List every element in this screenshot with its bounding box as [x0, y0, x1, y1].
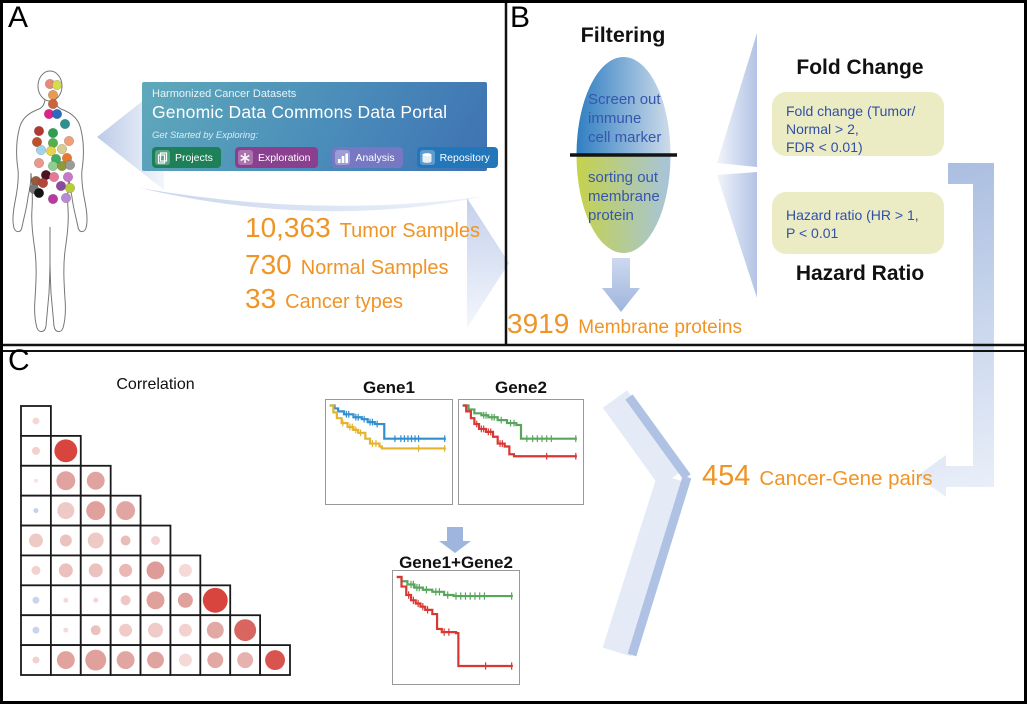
exploration-icon: [237, 150, 253, 165]
panel-dividers: [3, 3, 1024, 352]
panel-a-label: A: [8, 1, 29, 34]
repository-icon: [419, 150, 435, 165]
gene1-survival-plot: [325, 399, 453, 505]
human-body-figure: [12, 70, 88, 332]
swoosh-arrow: [140, 188, 486, 212]
panel-b-label: B: [510, 1, 531, 34]
gene2-survival-plot: [458, 399, 584, 505]
ellipse-bottom-text: sorting out membrane protein: [588, 169, 660, 224]
portal-buttons: Projects Exploration Analysis Repository: [152, 147, 498, 168]
stat-cancer-types: 33 Cancer types: [245, 283, 403, 315]
cancer-type-dots: [28, 78, 76, 205]
analysis-icon: [335, 150, 351, 165]
portal-button-label: Exploration: [257, 151, 311, 164]
gene1-gene2-title: Gene1+Gene2: [399, 553, 513, 572]
stat-normal-samples: 730 Normal Samples: [245, 249, 449, 281]
decor-layer: [3, 3, 1024, 657]
fold-change-criteria-box: Fold change (Tumor/ Normal > 2, FDR < 0.…: [772, 92, 944, 156]
stat-value: 730: [245, 249, 292, 280]
hazard-ratio-heading: Hazard Ratio: [795, 262, 925, 285]
fold-change-heading: Fold Change: [796, 56, 924, 79]
arrow-a-to-b: [467, 198, 509, 328]
stat-value: 33: [245, 283, 277, 314]
hazard-ratio-criteria-box: Hazard ratio (HR > 1, P < 0.01: [772, 192, 944, 254]
stat-label: Tumor Samples: [339, 220, 481, 242]
stat-label: Cancer types: [285, 291, 403, 313]
chevron-to-pairs: [602, 390, 692, 657]
stat-membrane-proteins: 3919 Membrane proteins: [507, 308, 742, 340]
portal-tagline: Get Started by Exploring:: [152, 130, 259, 141]
down-arrow-membrane: [602, 258, 640, 312]
projects-icon: [155, 150, 170, 165]
portal-button-exploration[interactable]: Exploration: [234, 147, 319, 168]
correlation-bubble-matrix: [20, 405, 291, 676]
portal-title: Genomic Data Commons Data Portal: [152, 102, 448, 122]
portal-button-label: Repository: [439, 151, 490, 164]
stat-value: 454: [702, 460, 751, 492]
filtering-title: Filtering: [580, 23, 666, 47]
filter-chevron-top: [717, 33, 757, 167]
ellipse-top-text: Screen out immune cell marker: [588, 91, 662, 146]
stat-value: 3919: [507, 308, 570, 339]
portal-button-label: Projects: [175, 151, 213, 164]
stat-label: Normal Samples: [300, 257, 449, 279]
stat-cancer-gene-pairs: 454 Cancer-Gene pairs: [702, 460, 933, 493]
bent-arrow-to-pairs: [917, 163, 994, 497]
portal-button-projects[interactable]: Projects: [152, 147, 221, 168]
stat-label: Cancer-Gene pairs: [759, 467, 933, 490]
gene2-title: Gene2: [495, 378, 547, 397]
correlation-title: Correlation: [116, 376, 195, 393]
down-arrow-combined: [439, 527, 471, 553]
filter-funnel-ellipse: [570, 56, 677, 253]
filter-chevron-bottom: [717, 172, 757, 298]
portal-button-analysis[interactable]: Analysis: [332, 147, 403, 168]
gene1-title: Gene1: [363, 378, 415, 397]
gdc-portal-card: Harmonized Cancer Datasets Genomic Data …: [142, 82, 498, 171]
stat-tumor-samples: 10,363 Tumor Samples: [245, 212, 480, 244]
panel-c-label: C: [8, 344, 30, 377]
stat-label: Membrane proteins: [578, 317, 742, 338]
portal-button-repository[interactable]: Repository: [416, 147, 498, 168]
stat-value: 10,363: [245, 212, 331, 243]
portal-subtitle: Harmonized Cancer Datasets: [152, 88, 297, 100]
gene1-gene2-survival-plot: [392, 570, 520, 685]
portal-button-label: Analysis: [355, 151, 395, 164]
